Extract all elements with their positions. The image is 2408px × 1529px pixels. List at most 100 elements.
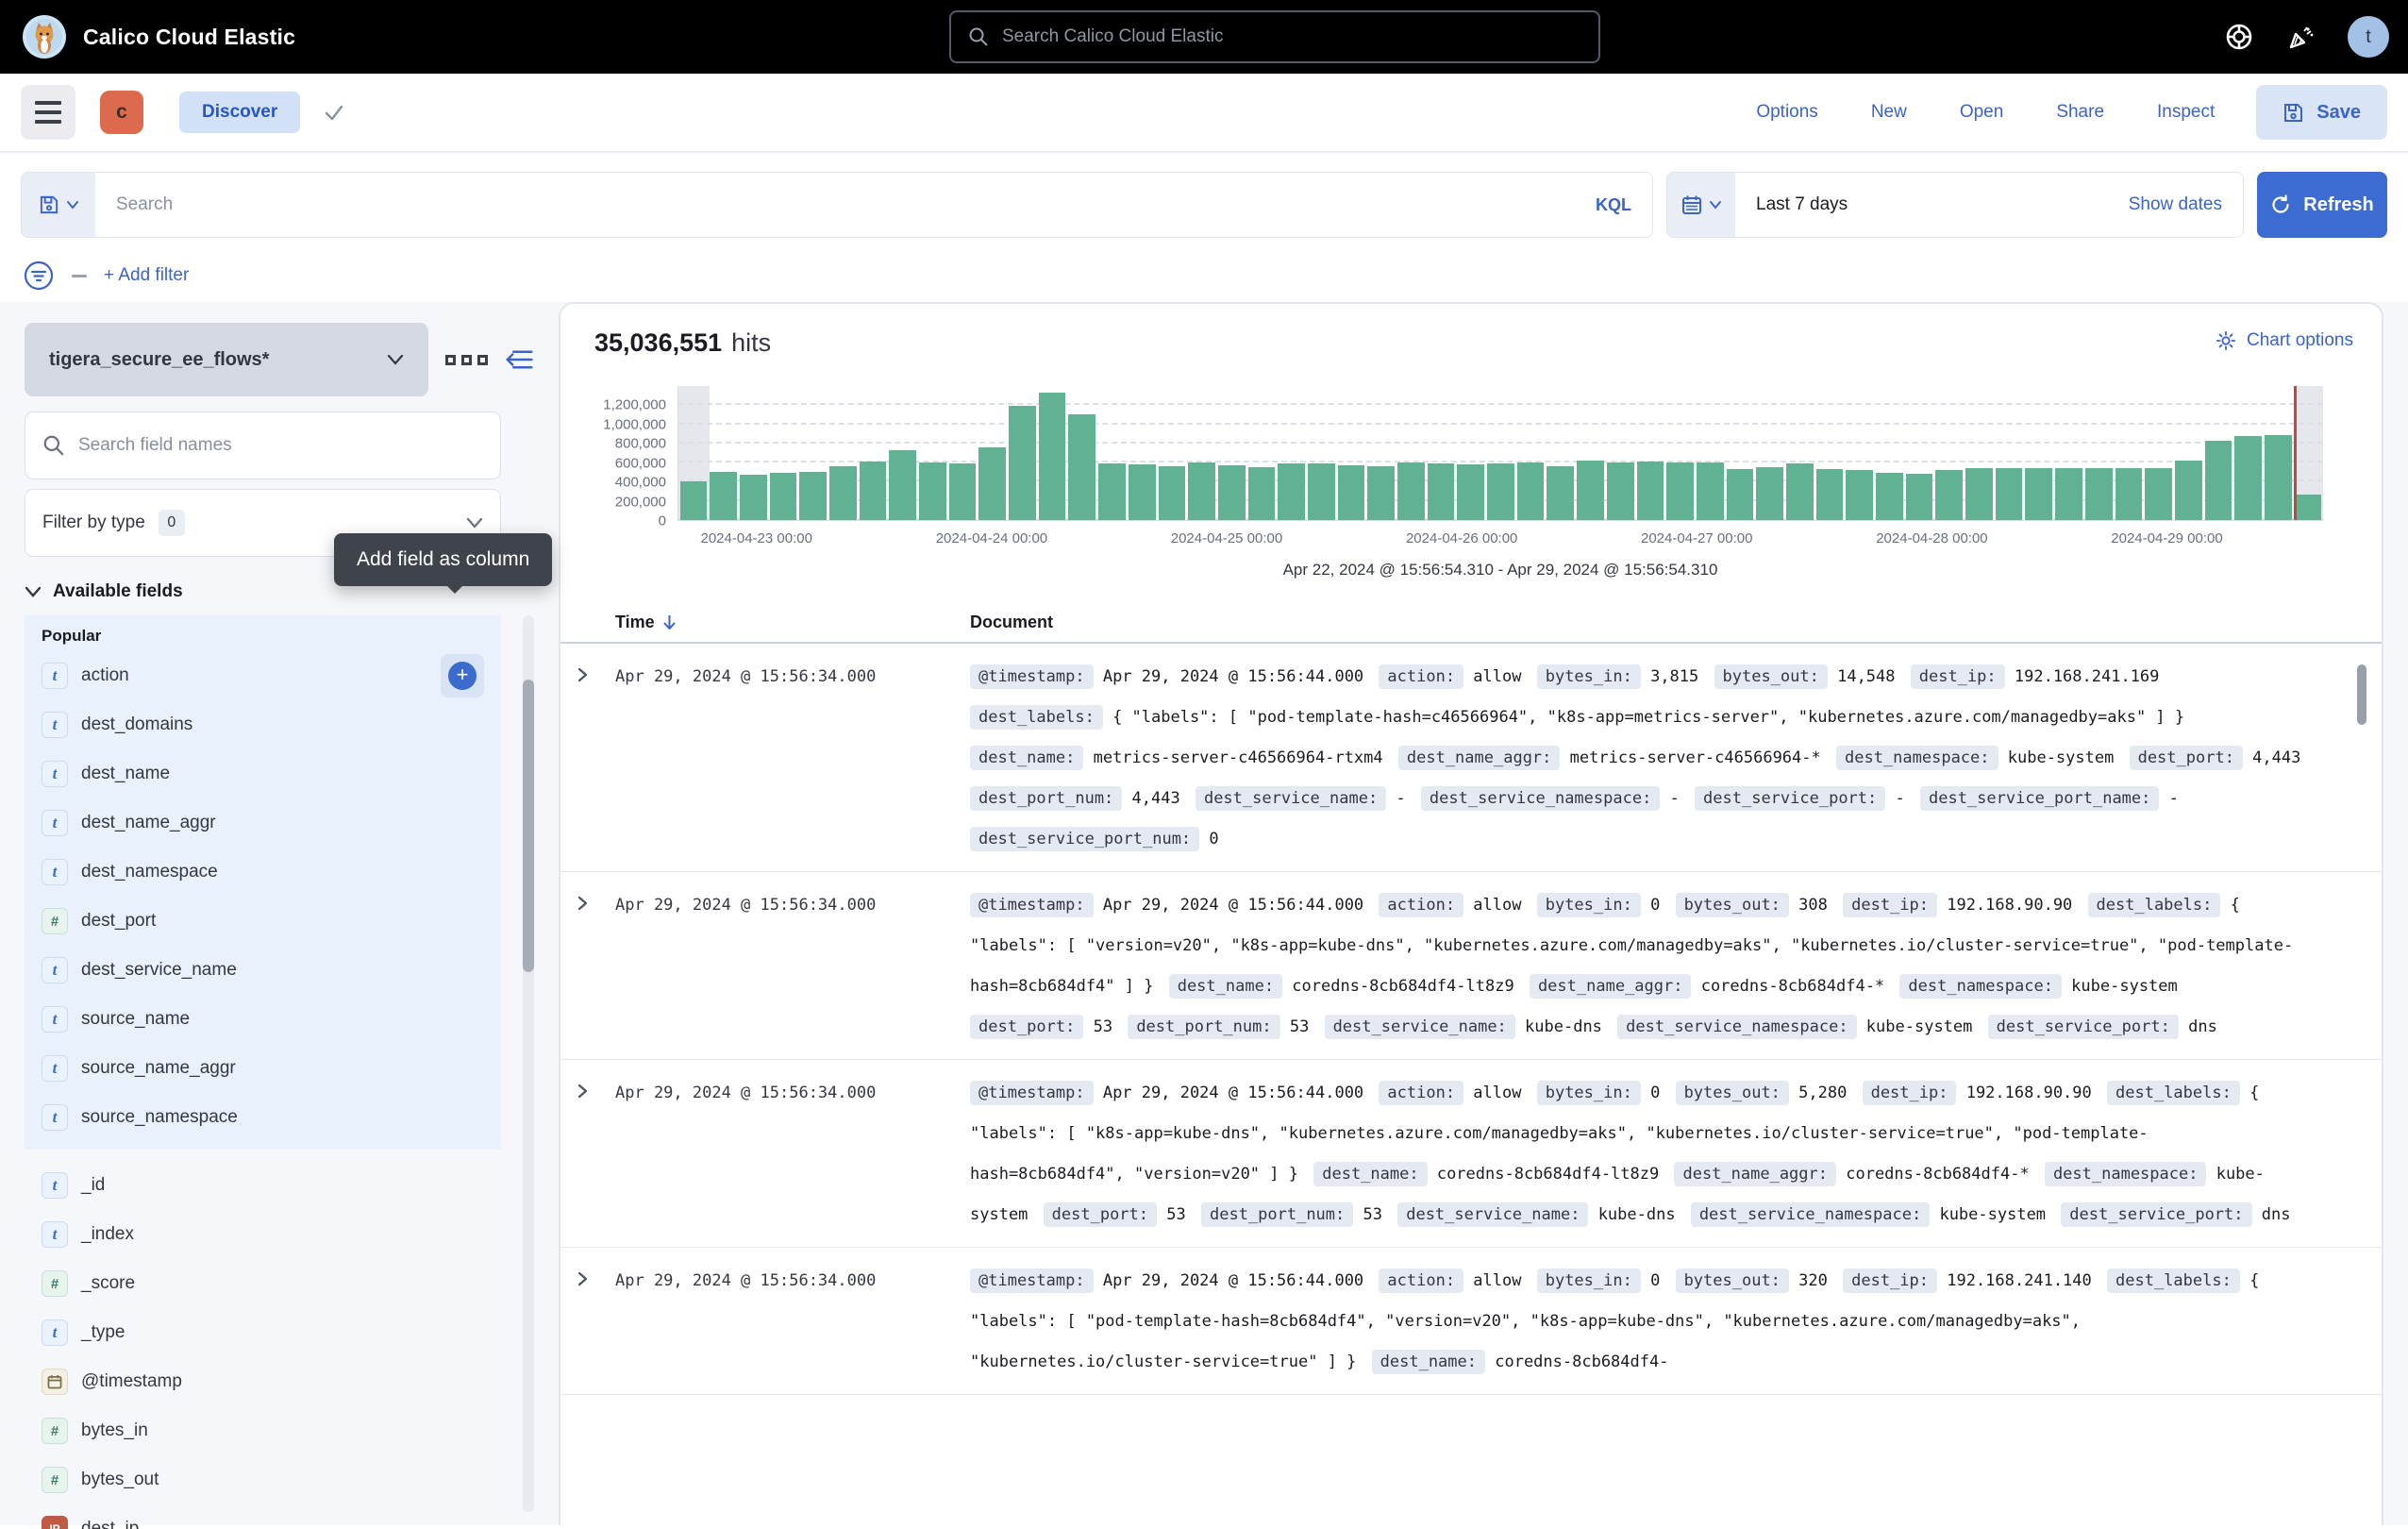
histogram-bar[interactable]	[1547, 466, 1574, 520]
histogram-bar[interactable]	[1308, 463, 1335, 520]
nav-link-inspect[interactable]: Inspect	[2157, 102, 2215, 123]
field-item-action[interactable]: taction+	[25, 651, 501, 700]
date-quick-select-button[interactable]	[1667, 173, 1735, 237]
field-item-source_namespace[interactable]: tsource_namespace	[25, 1093, 501, 1142]
field-item-dest_ip[interactable]: IPdest_ip	[25, 1504, 501, 1529]
histogram-bar[interactable]	[1876, 473, 1903, 520]
expand-row-button[interactable]	[574, 885, 615, 916]
histogram-bar[interactable]	[919, 462, 946, 520]
histogram-bar[interactable]	[1697, 462, 1724, 520]
time-column-header[interactable]: Time	[615, 613, 970, 632]
histogram-bar[interactable]	[2234, 436, 2262, 520]
histogram-bar[interactable]	[1039, 393, 1066, 520]
histogram-bar[interactable]	[1666, 462, 1694, 520]
field-item-dest_domains[interactable]: tdest_domains	[25, 700, 501, 749]
histogram-bar[interactable]	[2175, 461, 2202, 520]
user-avatar[interactable]: t	[2348, 16, 2389, 58]
histogram-bar[interactable]	[680, 481, 708, 520]
histogram-bar[interactable]	[2145, 468, 2172, 520]
histogram-bar[interactable]	[2055, 468, 2082, 520]
index-pattern-select[interactable]: tigera_secure_ee_flows*	[25, 323, 428, 396]
histogram-bar[interactable]	[1637, 462, 1664, 520]
field-item-source_name_aggr[interactable]: tsource_name_aggr	[25, 1044, 501, 1093]
histogram-bar[interactable]	[1129, 464, 1156, 520]
help-icon[interactable]	[2223, 21, 2255, 53]
field-item-_id[interactable]: t_id	[25, 1161, 501, 1210]
global-search[interactable]	[949, 10, 1600, 63]
field-item-dest_name[interactable]: tdest_name	[25, 749, 501, 798]
histogram-bar[interactable]	[1188, 462, 1215, 520]
refresh-button[interactable]: Refresh	[2257, 172, 2387, 238]
histogram-bar[interactable]	[1367, 466, 1395, 520]
query-input[interactable]	[116, 194, 1596, 215]
field-search[interactable]	[25, 412, 501, 479]
histogram-bar[interactable]	[829, 466, 857, 520]
histogram-bar[interactable]	[1487, 463, 1514, 520]
histogram-bar[interactable]	[1517, 462, 1545, 520]
histogram-bar[interactable]	[1935, 470, 1963, 520]
histogram-bar[interactable]	[710, 472, 737, 520]
nav-link-options[interactable]: Options	[1756, 102, 1817, 123]
histogram-bar[interactable]	[2085, 468, 2113, 520]
field-search-input[interactable]	[78, 435, 483, 456]
filter-icon[interactable]	[23, 260, 55, 292]
histogram-bar[interactable]	[1846, 470, 1873, 520]
histogram-bar[interactable]	[1577, 461, 1604, 520]
save-button[interactable]: Save	[2256, 85, 2387, 140]
app-logo-icon[interactable]	[23, 15, 66, 59]
histogram-bar[interactable]	[2295, 495, 2322, 520]
show-dates-button[interactable]: Show dates	[2129, 194, 2222, 215]
histogram-bar[interactable]	[1159, 466, 1186, 520]
field-item-dest_service_name[interactable]: tdest_service_name	[25, 946, 501, 995]
expand-row-button[interactable]	[574, 657, 615, 688]
histogram-bar[interactable]	[1098, 463, 1126, 520]
kql-language-button[interactable]: KQL	[1596, 195, 1631, 215]
histogram-bar[interactable]	[949, 463, 977, 520]
histogram-bar[interactable]	[1278, 463, 1305, 520]
field-settings-icon[interactable]	[445, 355, 488, 365]
histogram-bar[interactable]	[2265, 435, 2292, 520]
histogram-bar[interactable]	[1068, 414, 1095, 520]
histogram-bar[interactable]	[2025, 468, 2052, 520]
expand-row-button[interactable]	[574, 1261, 615, 1292]
main-menu-button[interactable]	[21, 85, 75, 140]
collapse-sidebar-icon[interactable]	[505, 346, 534, 373]
table-scrollbar-thumb[interactable]	[2357, 664, 2366, 725]
histogram-bar[interactable]	[1218, 465, 1246, 520]
histogram-bar[interactable]	[740, 475, 767, 520]
global-search-input[interactable]	[1002, 26, 1581, 47]
add-filter-button[interactable]: + Add filter	[104, 265, 189, 286]
field-item-dest_namespace[interactable]: tdest_namespace	[25, 848, 501, 897]
field-item-_score[interactable]: #_score	[25, 1259, 501, 1308]
histogram-bar[interactable]	[1009, 406, 1036, 520]
breadcrumb-discover[interactable]: Discover	[179, 92, 300, 133]
histogram-bar[interactable]	[2205, 441, 2232, 520]
histogram-bar[interactable]	[1816, 469, 1844, 520]
nav-link-new[interactable]: New	[1871, 102, 1907, 123]
field-item-bytes_out[interactable]: #bytes_out	[25, 1455, 501, 1504]
nav-link-open[interactable]: Open	[1960, 102, 2003, 123]
histogram-bar[interactable]	[978, 447, 1006, 520]
chart-options-button[interactable]: Chart options	[2216, 330, 2353, 351]
field-item-_index[interactable]: t_index	[25, 1210, 501, 1259]
field-item-@timestamp[interactable]: @timestamp	[25, 1357, 501, 1406]
histogram-bar[interactable]	[2115, 468, 2143, 520]
histogram-bar[interactable]	[1457, 464, 1484, 520]
expand-row-button[interactable]	[574, 1073, 615, 1104]
histogram-bar[interactable]	[1397, 462, 1425, 520]
histogram-bar[interactable]	[1727, 469, 1754, 520]
histogram-bar[interactable]	[1906, 474, 1933, 520]
add-field-as-column-button[interactable]: +	[441, 654, 484, 697]
histogram-bar[interactable]	[1786, 463, 1814, 520]
field-item-bytes_in[interactable]: #bytes_in	[25, 1406, 501, 1455]
histogram-bar[interactable]	[770, 473, 797, 520]
sidebar-scrollbar-thumb[interactable]	[523, 680, 534, 972]
histogram-bar[interactable]	[860, 462, 887, 520]
whats-new-icon[interactable]	[2285, 21, 2317, 53]
saved-query-menu-button[interactable]	[22, 173, 95, 237]
field-item-dest_name_aggr[interactable]: tdest_name_aggr	[25, 798, 501, 848]
histogram-bar[interactable]	[1756, 467, 1783, 520]
histogram-bar[interactable]	[1607, 462, 1634, 520]
field-item-source_name[interactable]: tsource_name	[25, 995, 501, 1044]
histogram-bar[interactable]	[799, 472, 827, 520]
